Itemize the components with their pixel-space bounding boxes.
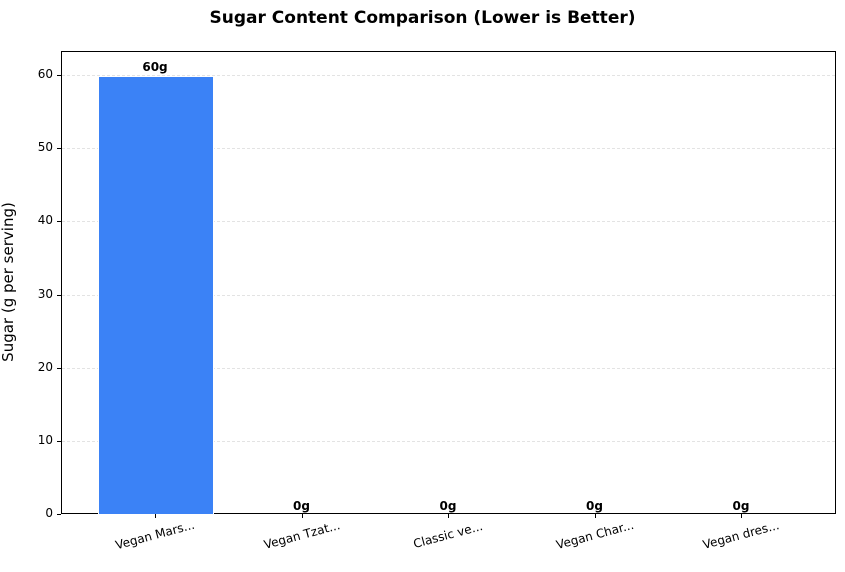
gridline: [62, 148, 835, 150]
y-tick: [57, 514, 61, 515]
x-tick-label: Vegan dres...: [701, 518, 781, 552]
gridline: [62, 221, 835, 223]
gridline: [62, 440, 835, 442]
bar: [98, 76, 214, 515]
gridline: [62, 294, 835, 296]
y-tick: [57, 367, 61, 369]
gridline: [62, 75, 835, 76]
y-axis-label: Sugar (g per serving): [0, 202, 17, 362]
x-tick: [155, 514, 156, 518]
value-label: 60g: [142, 60, 168, 74]
y-tick: [57, 294, 61, 296]
x-tick-label: Vegan Char...: [554, 517, 635, 553]
x-tick-label: Vegan Tzat...: [261, 518, 342, 552]
y-tick: [57, 148, 61, 150]
x-tick: [741, 514, 742, 518]
y-tick: [57, 221, 61, 223]
y-tick-label: 10: [37, 432, 53, 447]
value-label: 0g: [586, 499, 603, 513]
chart-title: Sugar Content Comparison (Lower is Bette…: [209, 8, 636, 28]
x-tick: [594, 514, 596, 518]
y-tick-label: 50: [37, 140, 53, 155]
value-label: 0g: [732, 499, 750, 513]
y-tick-label: 20: [37, 359, 53, 374]
y-tick: [57, 75, 61, 76]
gridline: [62, 367, 835, 369]
y-tick: [57, 440, 61, 442]
value-label: 0g: [293, 499, 310, 513]
x-tick: [448, 514, 449, 518]
y-tick-label: 0: [45, 506, 53, 520]
value-label: 0g: [439, 499, 457, 513]
y-tick-label: 30: [37, 286, 53, 301]
x-tick-label: Vegan Mars...: [113, 517, 197, 553]
y-tick-label: 40: [37, 213, 53, 228]
x-tick-label: Classic ve...: [411, 519, 485, 551]
y-tick-label: 60: [37, 67, 53, 81]
x-tick: [301, 514, 303, 518]
plot-area: [61, 51, 836, 515]
